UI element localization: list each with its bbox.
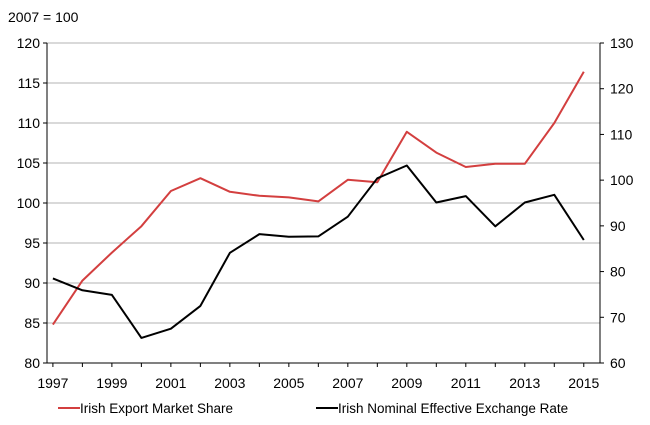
x-tick-label: 1999 <box>96 375 127 391</box>
series-lines <box>52 71 585 339</box>
x-tick-label: 1997 <box>37 375 68 391</box>
left-tick-label: 105 <box>17 155 41 171</box>
gridlines <box>47 42 600 324</box>
legend-label-1: Irish Export Market Share <box>80 401 233 416</box>
right-tick-label: 60 <box>610 355 626 371</box>
right-tick-label: 70 <box>610 309 626 325</box>
x-tick-label: 2011 <box>451 375 481 391</box>
series-line-2 <box>52 164 585 339</box>
x-tick-label: 2001 <box>155 375 186 391</box>
left-tick-label: 90 <box>24 275 40 291</box>
left-tick-label: 80 <box>24 355 40 371</box>
series-line-1 <box>52 71 585 326</box>
right-tick-label: 100 <box>610 172 634 188</box>
x-tick-label: 2007 <box>332 375 363 391</box>
legend: Irish Export Market Share Irish Nominal E… <box>58 401 568 416</box>
axes: 80 85 90 95 100 105 110 115 120 60 70 80 90 100 110 120… <box>17 35 634 391</box>
legend-label-2: Irish Nominal Effective Exchange Rate <box>338 401 568 416</box>
left-tick-label: 100 <box>17 195 41 211</box>
right-tick-label: 90 <box>610 218 626 234</box>
right-tick-label: 130 <box>610 35 634 51</box>
left-tick-label: 95 <box>24 235 40 251</box>
left-tick-label: 110 <box>18 115 41 131</box>
x-tick-label: 2015 <box>568 375 599 391</box>
x-tick-label: 2009 <box>391 375 422 391</box>
right-tick-label: 120 <box>610 81 634 97</box>
right-tick-label: 110 <box>610 126 633 142</box>
left-tick-label: 115 <box>18 75 41 91</box>
unit-note: 2007 = 100 <box>8 9 79 25</box>
left-tick-label: 85 <box>24 315 40 331</box>
x-tick-label: 2005 <box>273 375 304 391</box>
x-tick-label: 2003 <box>214 375 245 391</box>
right-tick-label: 80 <box>610 264 626 280</box>
x-tick-label: 2013 <box>509 375 540 391</box>
left-tick-label: 120 <box>17 35 41 51</box>
